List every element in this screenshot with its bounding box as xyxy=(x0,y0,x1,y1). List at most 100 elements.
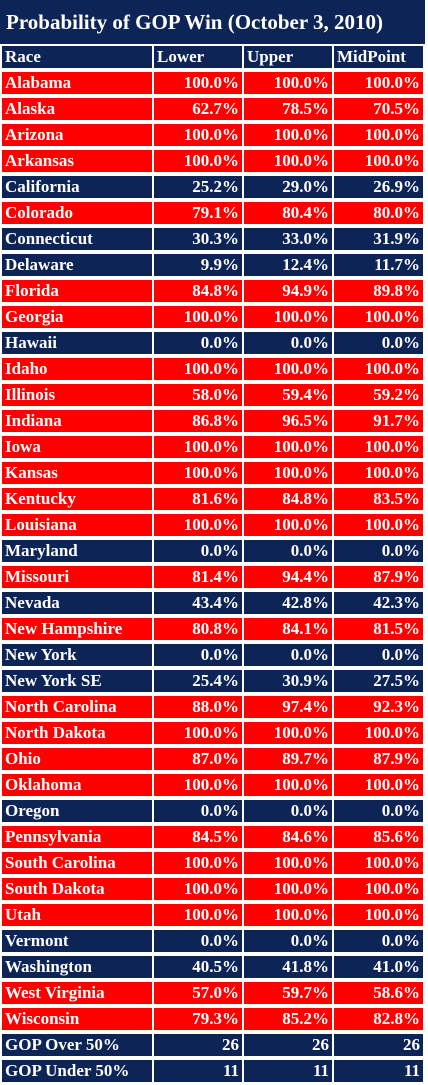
midpoint-cell: 0.0% xyxy=(334,332,423,354)
upper-cell: 96.5% xyxy=(244,410,332,432)
midpoint-cell: 26.9% xyxy=(334,176,423,198)
race-cell: Pennsylvania xyxy=(2,826,152,848)
lower-cell: 100.0% xyxy=(154,852,242,874)
lower-cell: 100.0% xyxy=(154,514,242,536)
midpoint-cell: 100.0% xyxy=(334,124,423,146)
lower-cell: 80.8% xyxy=(154,618,242,640)
table-row: Washington 40.5% 41.8% 41.0% xyxy=(0,954,425,980)
lower-cell: 88.0% xyxy=(154,696,242,718)
upper-cell: 100.0% xyxy=(244,852,332,874)
table-row: Wisconsin 79.3% 85.2% 82.8% xyxy=(0,1006,425,1032)
table-row: Idaho 100.0% 100.0% 100.0% xyxy=(0,356,425,382)
upper-cell: 0.0% xyxy=(244,332,332,354)
upper-cell: 59.7% xyxy=(244,982,332,1004)
midpoint-cell: 27.5% xyxy=(334,670,423,692)
race-cell: Missouri xyxy=(2,566,152,588)
midpoint-cell: 0.0% xyxy=(334,930,423,952)
midpoint-cell: 87.9% xyxy=(334,566,423,588)
upper-cell: 33.0% xyxy=(244,228,332,250)
race-cell: North Dakota xyxy=(2,722,152,744)
upper-cell: 100.0% xyxy=(244,878,332,900)
midpoint-cell: 100.0% xyxy=(334,904,423,926)
lower-cell: 0.0% xyxy=(154,800,242,822)
race-cell: Connecticut xyxy=(2,228,152,250)
race-cell: Utah xyxy=(2,904,152,926)
upper-cell: 41.8% xyxy=(244,956,332,978)
midpoint-cell: 89.8% xyxy=(334,280,423,302)
race-cell: South Carolina xyxy=(2,852,152,874)
race-cell: Oregon xyxy=(2,800,152,822)
table-title: Probability of GOP Win (October 3, 2010) xyxy=(0,0,425,44)
lower-cell: 100.0% xyxy=(154,722,242,744)
table-row: South Carolina 100.0% 100.0% 100.0% xyxy=(0,850,425,876)
upper-cell: 100.0% xyxy=(244,436,332,458)
lower-cell: 100.0% xyxy=(154,150,242,172)
race-cell: Louisiana xyxy=(2,514,152,536)
race-cell: California xyxy=(2,176,152,198)
upper-cell: 94.4% xyxy=(244,566,332,588)
table-row: Kansas 100.0% 100.0% 100.0% xyxy=(0,460,425,486)
race-cell: Colorado xyxy=(2,202,152,224)
lower-cell: 100.0% xyxy=(154,878,242,900)
table-row: Oklahoma 100.0% 100.0% 100.0% xyxy=(0,772,425,798)
race-cell: North Carolina xyxy=(2,696,152,718)
summary-row: GOP Under 50% 11 11 11 xyxy=(0,1058,425,1084)
lower-cell: 79.1% xyxy=(154,202,242,224)
race-cell: Kansas xyxy=(2,462,152,484)
upper-cell: 100.0% xyxy=(244,514,332,536)
lower-cell: 87.0% xyxy=(154,748,242,770)
lower-cell: 0.0% xyxy=(154,332,242,354)
race-cell: Maryland xyxy=(2,540,152,562)
race-cell: West Virginia xyxy=(2,982,152,1004)
lower-cell: 0.0% xyxy=(154,644,242,666)
column-header: MidPoint xyxy=(334,46,423,68)
table-row: Georgia 100.0% 100.0% 100.0% xyxy=(0,304,425,330)
lower-cell: 58.0% xyxy=(154,384,242,406)
lower-cell: 0.0% xyxy=(154,930,242,952)
midpoint-cell: 11.7% xyxy=(334,254,423,276)
lower-cell: 26 xyxy=(154,1034,242,1056)
table-row: Florida 84.8% 94.9% 89.8% xyxy=(0,278,425,304)
lower-cell: 100.0% xyxy=(154,124,242,146)
midpoint-cell: 100.0% xyxy=(334,436,423,458)
midpoint-cell: 0.0% xyxy=(334,644,423,666)
race-cell: Wisconsin xyxy=(2,1008,152,1030)
midpoint-cell: 59.2% xyxy=(334,384,423,406)
table-row: Ohio 87.0% 89.7% 87.9% xyxy=(0,746,425,772)
midpoint-cell: 0.0% xyxy=(334,540,423,562)
table-row: New York SE 25.4% 30.9% 27.5% xyxy=(0,668,425,694)
table-row: Hawaii 0.0% 0.0% 0.0% xyxy=(0,330,425,356)
midpoint-cell: 100.0% xyxy=(334,462,423,484)
upper-cell: 80.4% xyxy=(244,202,332,224)
summary-row: GOP Over 50% 26 26 26 xyxy=(0,1032,425,1058)
table-row: Alabama 100.0% 100.0% 100.0% xyxy=(0,70,425,96)
table-row: Delaware 9.9% 12.4% 11.7% xyxy=(0,252,425,278)
race-cell: Ohio xyxy=(2,748,152,770)
race-cell: New Hampshire xyxy=(2,618,152,640)
table-row: South Dakota 100.0% 100.0% 100.0% xyxy=(0,876,425,902)
table-row: Colorado 79.1% 80.4% 80.0% xyxy=(0,200,425,226)
lower-cell: 84.8% xyxy=(154,280,242,302)
table-row: Pennsylvania 84.5% 84.6% 85.6% xyxy=(0,824,425,850)
upper-cell: 0.0% xyxy=(244,930,332,952)
table-row: Kentucky 81.6% 84.8% 83.5% xyxy=(0,486,425,512)
upper-cell: 100.0% xyxy=(244,904,332,926)
table-row: Maryland 0.0% 0.0% 0.0% xyxy=(0,538,425,564)
lower-cell: 25.4% xyxy=(154,670,242,692)
upper-cell: 100.0% xyxy=(244,124,332,146)
race-cell: Florida xyxy=(2,280,152,302)
race-cell: Kentucky xyxy=(2,488,152,510)
midpoint-cell: 100.0% xyxy=(334,722,423,744)
midpoint-cell: 100.0% xyxy=(334,852,423,874)
midpoint-cell: 0.0% xyxy=(334,800,423,822)
table-row: Louisiana 100.0% 100.0% 100.0% xyxy=(0,512,425,538)
table-row: Iowa 100.0% 100.0% 100.0% xyxy=(0,434,425,460)
midpoint-cell: 70.5% xyxy=(334,98,423,120)
table-row: Nevada 43.4% 42.8% 42.3% xyxy=(0,590,425,616)
table-row: North Dakota 100.0% 100.0% 100.0% xyxy=(0,720,425,746)
upper-cell: 100.0% xyxy=(244,150,332,172)
header-row: Race Lower Upper MidPoint xyxy=(0,44,425,70)
midpoint-cell: 92.3% xyxy=(334,696,423,718)
race-cell: Arkansas xyxy=(2,150,152,172)
